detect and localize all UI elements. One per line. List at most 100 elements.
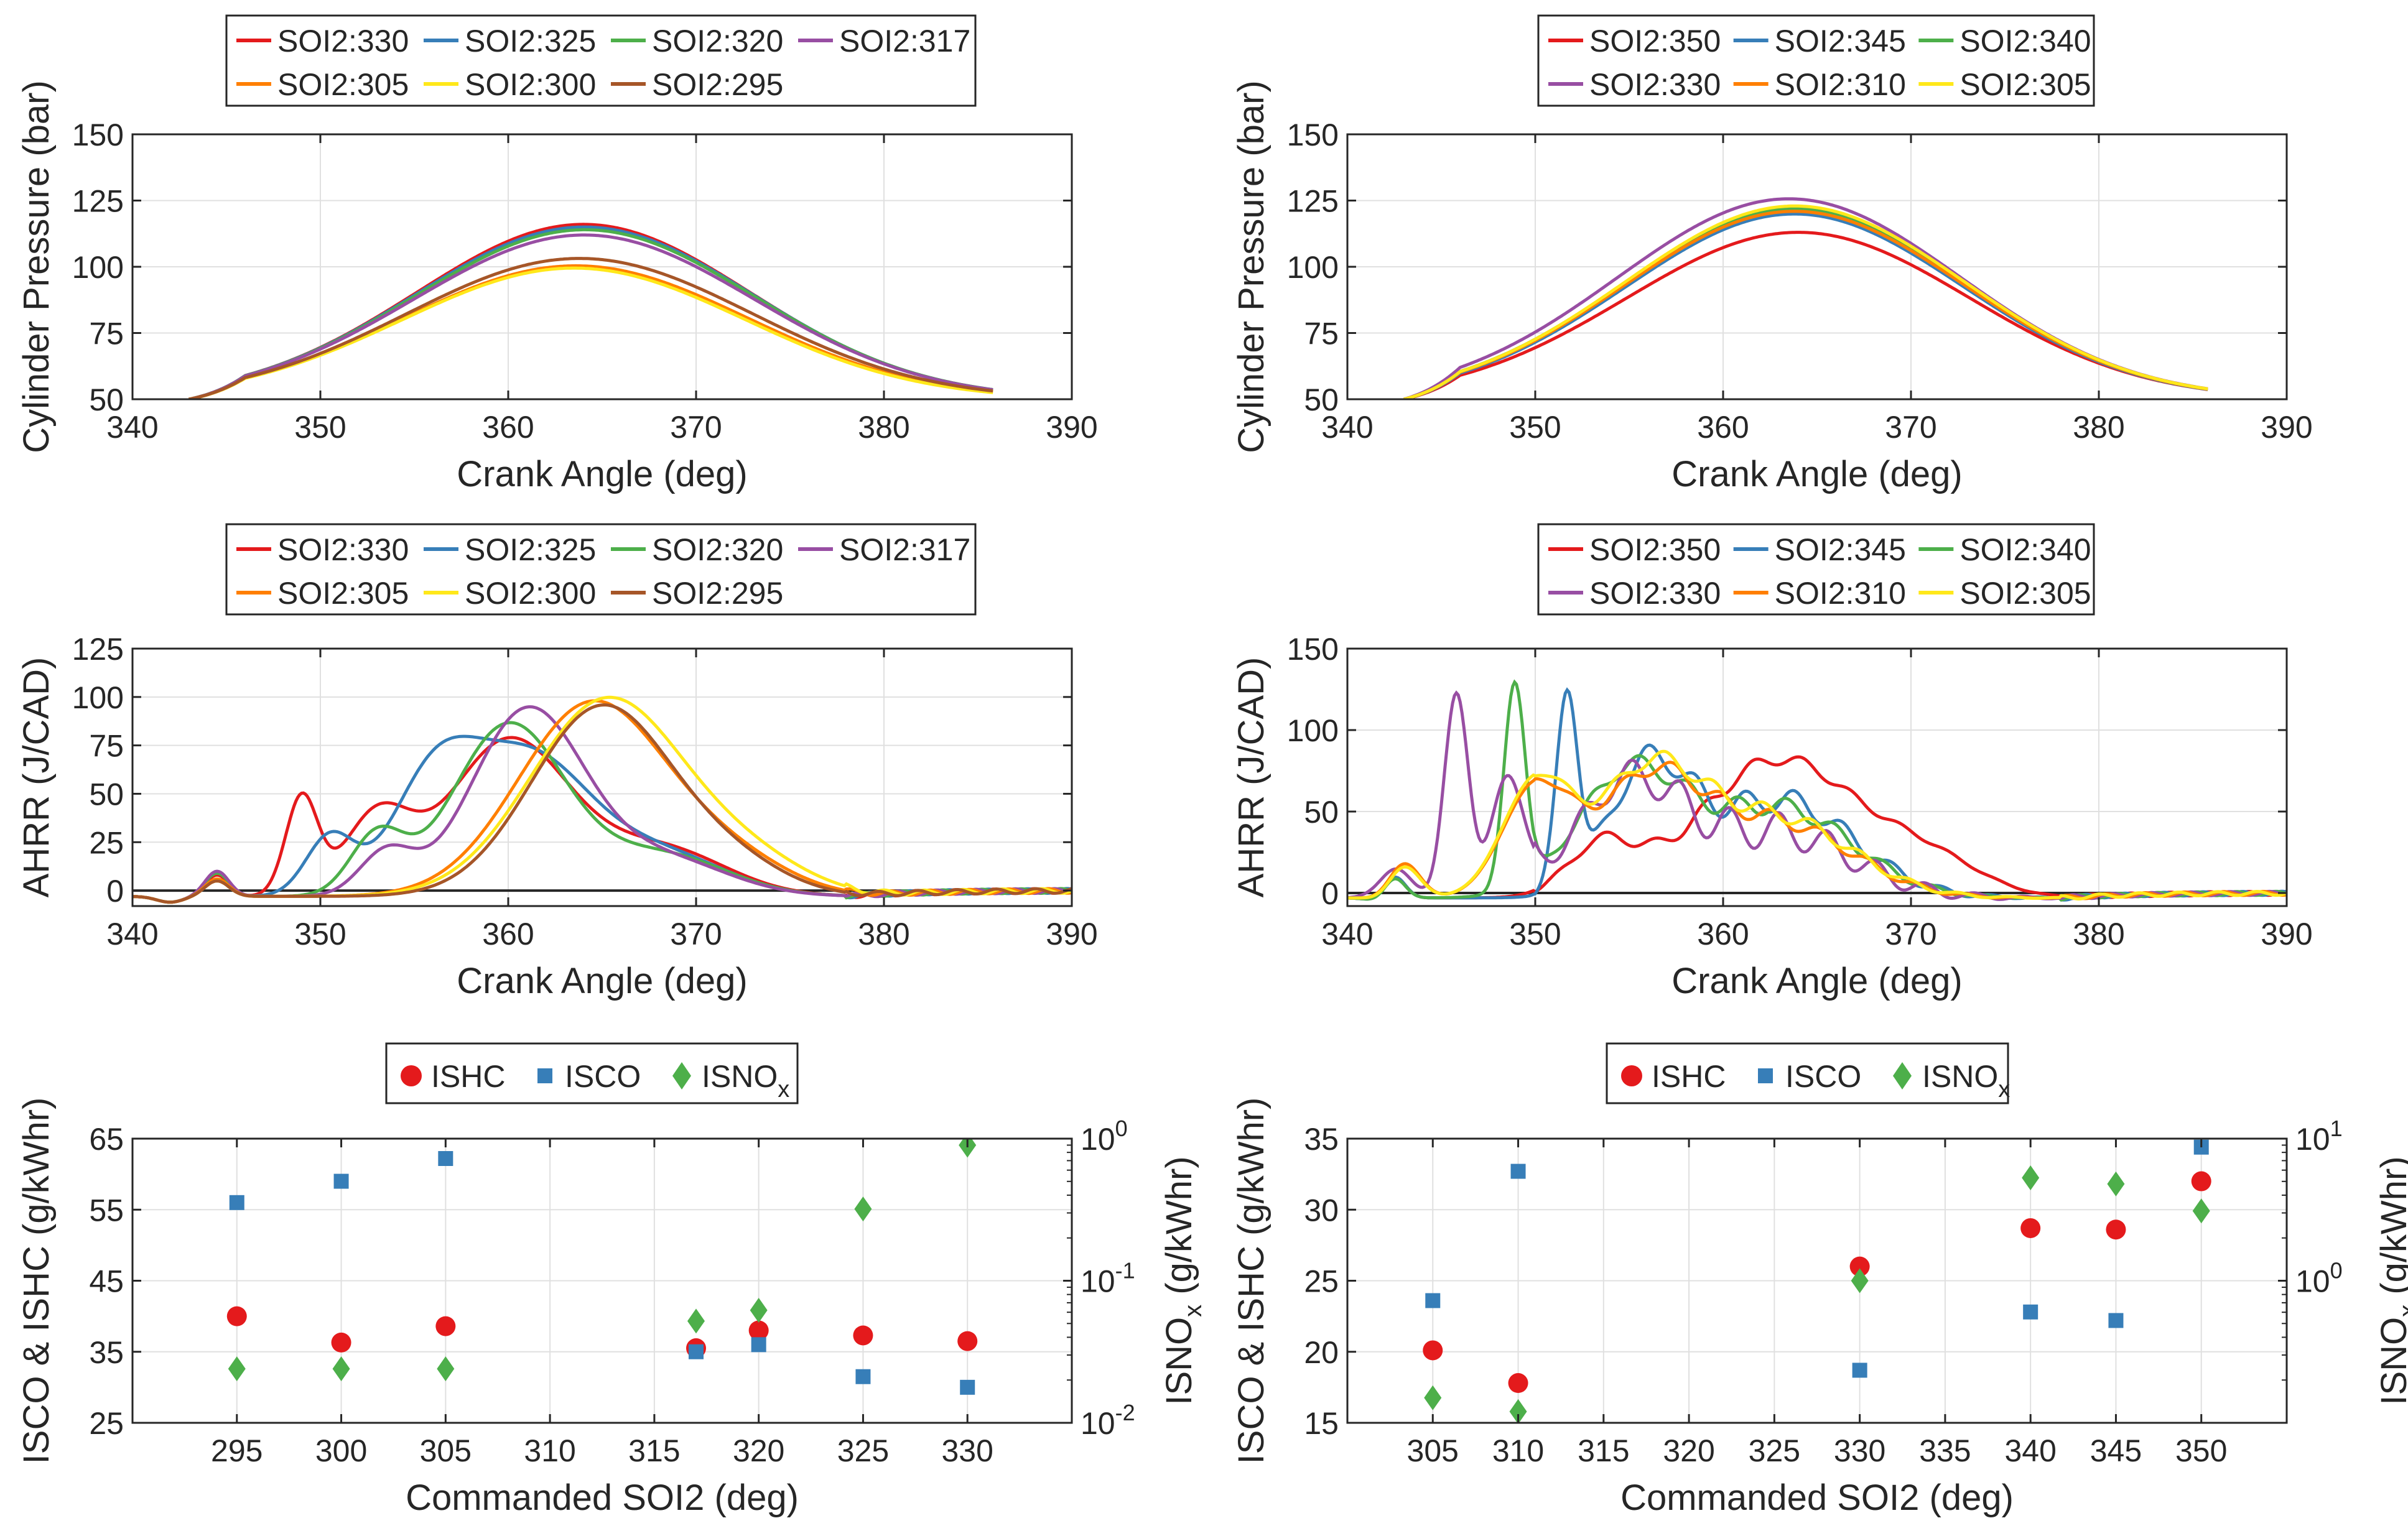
isco-point: [751, 1337, 766, 1353]
right-tick-label: 10-2: [1081, 1400, 1135, 1441]
y-axis-ticks: 0 25 50 75 100 125: [72, 632, 1072, 909]
series-line-SOI2-295: [188, 257, 993, 399]
right-tick-label: 100: [2295, 1258, 2343, 1299]
legend-box: [1606, 1042, 2009, 1104]
legend-label: SOI2:340: [1959, 532, 2091, 567]
legend-label: SOI2:320: [652, 24, 783, 58]
y-axis-label: Cylinder Pressure (bar): [1231, 80, 1271, 453]
y-axis-ticks: 0 50 100 150: [1287, 632, 2287, 911]
legend-label: SOI2:300: [465, 576, 596, 611]
plot-area: [226, 1139, 978, 1395]
x-axis-ticks: 340 350 360 370 380 390: [106, 649, 1098, 951]
ishc-point: [1423, 1340, 1443, 1361]
legend-box: [1537, 523, 2095, 616]
plot-area: [132, 695, 1072, 904]
y-tick-label: 125: [72, 184, 124, 219]
x-tick-label: 350: [1509, 917, 1561, 951]
y-tick-label: 15: [1304, 1406, 1339, 1441]
legend-label: SOI2:330: [277, 24, 409, 58]
x-tick-label: 325: [837, 1433, 889, 1468]
isco-point: [1510, 1164, 1526, 1179]
y-tick-label: 100: [72, 680, 124, 715]
x-tick-label: 360: [1697, 917, 1749, 951]
legend-marker-circle: [1621, 1065, 1642, 1086]
axes-frame: [131, 647, 1073, 907]
legend-label: SOI2:305: [1959, 576, 2091, 611]
x-axis-ticks: 340 350 360 370 380 390: [106, 134, 1098, 445]
x-tick-label: 350: [1509, 410, 1561, 445]
ishc-point: [435, 1316, 456, 1336]
y-axis-label: AHRR (J/CAD): [1231, 657, 1271, 898]
plot-area: [1403, 197, 2208, 399]
ishc-point: [1849, 1256, 1870, 1277]
legend-label: ISNOx: [1922, 1059, 2010, 1103]
x-axis-label: Commanded SOI2 (deg): [1620, 1478, 2014, 1518]
y-tick-label: 50: [1304, 382, 1339, 417]
x-tick-label: 380: [2073, 410, 2124, 445]
legend-box: [225, 523, 977, 616]
legend-marker-diamond: [672, 1062, 691, 1090]
x-tick-label: 350: [294, 410, 346, 445]
series-line-SOI2-295: [132, 703, 1072, 904]
legend-label: SOI2:295: [652, 576, 783, 611]
x-tick-label: 390: [1046, 917, 1097, 951]
right-axis-label: ISNOx (g/kWhr): [2374, 1156, 2408, 1405]
x-tick-label: 340: [106, 917, 158, 951]
isnox-point: [1509, 1399, 1527, 1423]
x-axis-ticks: 340 350 360 370 380 390: [1321, 649, 2313, 951]
x-tick-label: 380: [2073, 917, 2124, 951]
legend-label: ISHC: [431, 1059, 505, 1094]
legend: ISHC ISCO ISNOx: [1606, 1042, 2010, 1104]
legend-marker-diamond: [1893, 1062, 1912, 1090]
y-tick-label: 100: [1287, 250, 1339, 285]
isnox-point: [959, 1139, 977, 1158]
plot-area: [188, 223, 993, 399]
y-axis-label: AHRR (J/CAD): [16, 657, 57, 898]
y-axis-ticks: 50 75 100 125 150: [72, 118, 1072, 417]
ishc-point: [957, 1331, 978, 1351]
x-tick-label: 325: [1749, 1433, 1800, 1468]
series-line-SOI2-305: [1403, 204, 2208, 399]
isco-point: [333, 1173, 349, 1189]
ishc-point: [2020, 1218, 2041, 1238]
legend-label: ISCO: [565, 1059, 641, 1094]
legend-label: SOI2:317: [839, 24, 970, 58]
x-axis-label: Crank Angle (deg): [457, 961, 747, 1001]
ishc-point: [853, 1325, 873, 1346]
legend: SOI2:350 SOI2:345 SOI2:340 SOI2:330 SOI2:310…: [1537, 523, 2095, 616]
x-tick-label: 315: [628, 1433, 680, 1468]
isnox-point: [332, 1356, 350, 1382]
x-tick-label: 390: [1046, 410, 1097, 445]
x-tick-label: 380: [858, 410, 909, 445]
y-tick-label: 50: [1304, 795, 1339, 830]
legend-label: SOI2:317: [839, 532, 970, 567]
legend-label: SOI2:345: [1775, 24, 1906, 58]
isnox-point: [437, 1356, 455, 1382]
legend-box: [385, 1042, 799, 1104]
legend-label: ISHC: [1652, 1059, 1726, 1094]
legend-label: SOI2:310: [1775, 67, 1906, 102]
x-axis-label: Crank Angle (deg): [1671, 961, 1962, 1001]
y-tick-label: 45: [89, 1264, 124, 1299]
legend-label: SOI2:345: [1775, 532, 1906, 567]
legend-label: SOI2:330: [1589, 67, 1721, 102]
legend-label: SOI2:340: [1959, 24, 2091, 58]
x-tick-label: 370: [1885, 917, 1936, 951]
panel-p6: 100 101 ISNOx (g/kWhr) 305 310 315 320 325 330 33…: [1231, 1042, 2408, 1518]
legend-label: SOI2:325: [465, 532, 596, 567]
plot-area: [1423, 1139, 2211, 1423]
x-tick-label: 310: [1492, 1433, 1544, 1468]
isnox-point: [2022, 1165, 2040, 1191]
legend: ISHC ISCO ISNOx: [385, 1042, 799, 1104]
y-tick-label: 20: [1304, 1335, 1339, 1370]
x-tick-label: 295: [211, 1433, 263, 1468]
x-tick-label: 315: [1578, 1433, 1629, 1468]
x-tick-label: 305: [1407, 1433, 1459, 1468]
panel-p5: 10-2 10-1 100 ISNOx (g/kWhr) 295 300 305 310 315…: [16, 1042, 1207, 1518]
series-line-SOI2-350: [1403, 231, 2208, 399]
legend: SOI2:330 SOI2:325 SOI2:320 SOI2:317 SOI2:305…: [225, 14, 977, 107]
x-tick-label: 390: [2261, 410, 2312, 445]
x-tick-label: 360: [482, 410, 534, 445]
legend: SOI2:330 SOI2:325 SOI2:320 SOI2:317 SOI2:305…: [225, 523, 977, 616]
